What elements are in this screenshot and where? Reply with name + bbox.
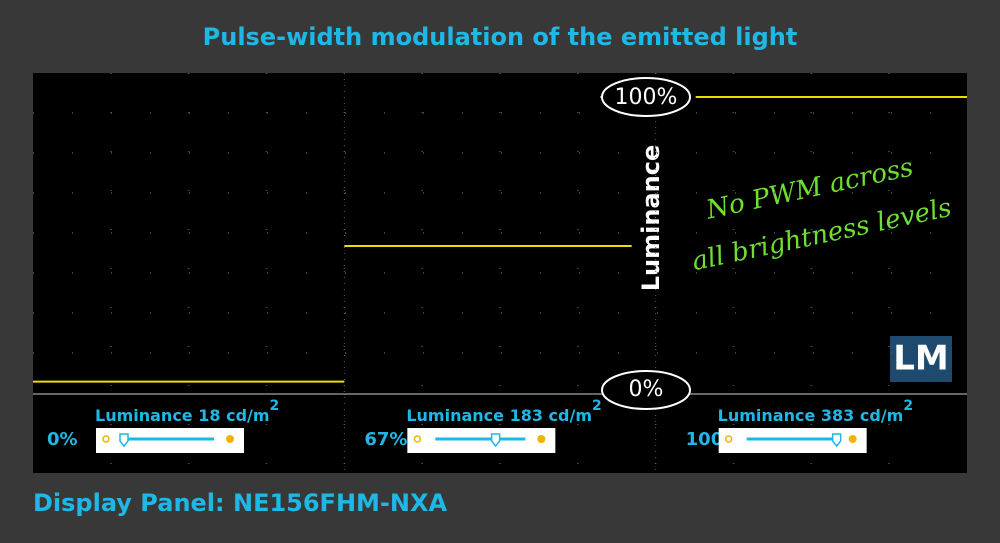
readout-unit: cd/m: [860, 406, 903, 425]
tick-ellipse: [601, 77, 691, 117]
readout-exponent: 2: [592, 398, 602, 414]
sun-large: [226, 435, 234, 443]
slider-knob: [119, 433, 129, 448]
brightness-label: 0%: [47, 429, 78, 450]
readout-label: Luminance: [406, 406, 504, 425]
readout-exponent: 2: [270, 398, 280, 414]
title: Pulse-width modulation of the emitted li…: [203, 23, 798, 51]
readout: Luminance 383 cd/m2: [718, 398, 913, 425]
tick-ellipse: [601, 370, 691, 410]
y-tick-label: 0%: [629, 377, 664, 402]
y-label: Luminance: [637, 145, 665, 291]
sun-large: [537, 435, 546, 443]
sun-large: [848, 435, 857, 443]
y-tick-label: 100%: [615, 85, 678, 110]
logo: LM: [893, 339, 949, 379]
slider-knob: [490, 433, 501, 448]
readout-value: 18: [198, 406, 220, 425]
brightness-label: 67%: [364, 429, 407, 450]
readout-unit: cd/m: [226, 406, 269, 425]
readout-label: Luminance: [718, 406, 816, 425]
readout-label: Luminance: [95, 406, 193, 425]
logo-box: [890, 336, 952, 382]
readout-exponent: 2: [903, 398, 913, 414]
readout: Luminance 18 cd/m2: [95, 398, 279, 425]
sun-small: [724, 435, 733, 443]
readout-value: 383: [821, 406, 854, 425]
sun-small: [413, 435, 422, 443]
slider-knob: [831, 433, 842, 448]
sun-small: [102, 435, 110, 443]
readout: Luminance 183 cd/m2: [406, 398, 601, 425]
plot-area: [33, 73, 967, 473]
footer: Display Panel: NE156FHM-NXA: [33, 489, 447, 517]
readout-unit: cd/m: [549, 406, 592, 425]
readout-value: 183: [510, 406, 543, 425]
